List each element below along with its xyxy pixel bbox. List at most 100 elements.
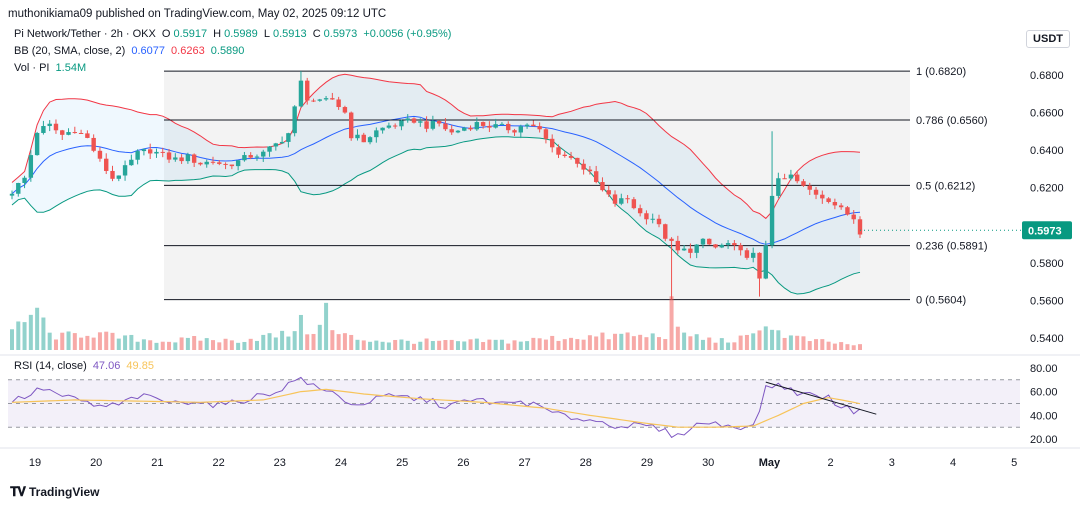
volume-bar xyxy=(66,331,71,350)
candle-body xyxy=(443,123,448,130)
volume-bar xyxy=(192,336,197,350)
volume-bar xyxy=(814,339,819,350)
bollinger-mid-line xyxy=(11,115,861,245)
volume-bar xyxy=(349,334,354,350)
volume-bar xyxy=(751,333,756,350)
volume-bar xyxy=(41,317,46,350)
candle-body xyxy=(650,218,655,220)
volume-bar xyxy=(129,334,134,350)
volume-bar xyxy=(512,340,517,350)
candle-body xyxy=(279,141,285,144)
rsi-value: 47.06 xyxy=(92,360,121,372)
volume-bar xyxy=(682,332,687,350)
candle-body xyxy=(763,245,768,279)
volume-bar xyxy=(481,342,486,350)
volume-bar xyxy=(242,341,247,350)
candle-body xyxy=(518,126,523,133)
volume-bar xyxy=(261,334,266,350)
candle-body xyxy=(305,80,310,101)
volume-bar xyxy=(361,340,366,350)
candle-body xyxy=(637,208,643,214)
volume-bar xyxy=(832,343,837,350)
candle-body xyxy=(851,214,856,220)
volume-bar xyxy=(600,332,605,350)
volume-bar xyxy=(719,338,724,350)
rsi-label: RSI (14, close) xyxy=(14,360,87,372)
candle-body xyxy=(60,130,65,135)
volume-bar xyxy=(16,321,21,350)
candle-body xyxy=(411,118,417,123)
volume-bar xyxy=(91,337,96,350)
candle-body xyxy=(656,218,662,225)
candle-body xyxy=(725,243,731,245)
candle-body xyxy=(663,224,668,239)
candle-body xyxy=(235,160,241,167)
volume-bar xyxy=(606,339,611,350)
tradingview-logo: 𝐓𝐕 TradingView xyxy=(10,484,99,500)
candle-body xyxy=(185,154,191,162)
volume-bar xyxy=(550,335,555,350)
candle-body xyxy=(644,213,649,220)
volume-bar xyxy=(782,337,787,350)
volume-bar xyxy=(399,339,404,350)
volume-bar xyxy=(53,339,58,350)
rsi-trendline xyxy=(765,381,877,415)
volume-bar xyxy=(569,337,574,350)
volume-bar xyxy=(499,339,504,350)
brand-name: TradingView xyxy=(29,485,100,499)
volume-bar xyxy=(795,335,800,350)
last-price-tag xyxy=(1022,221,1072,240)
volume-bar xyxy=(663,339,668,350)
time-tick-label: 28 xyxy=(580,457,592,469)
price-tick-label: 0.6600 xyxy=(1030,107,1064,119)
candle-body xyxy=(248,155,253,158)
candle-body xyxy=(499,123,505,125)
candle-body xyxy=(78,132,84,134)
bollinger-upper-line xyxy=(11,73,861,220)
volume-bar xyxy=(412,343,417,350)
volume-bar xyxy=(217,342,222,350)
candle-body xyxy=(757,252,762,279)
volume-bar xyxy=(248,338,253,350)
volume-bar xyxy=(619,333,624,350)
close-label: C xyxy=(312,28,321,40)
bb-lower-value: 0.5890 xyxy=(210,45,245,57)
time-tick-label: 26 xyxy=(457,457,469,469)
candle-body xyxy=(298,80,304,107)
volume-bar xyxy=(669,296,674,350)
candle-body xyxy=(374,130,379,138)
time-tick-label: May xyxy=(759,457,781,469)
volume-bar xyxy=(305,334,310,350)
candle-body xyxy=(323,98,329,100)
rsi-tick-label: 20.00 xyxy=(1030,434,1058,446)
volume-bar xyxy=(324,302,329,350)
time-tick-label: 3 xyxy=(889,457,895,469)
time-tick-label: 27 xyxy=(518,457,530,469)
volume-bar xyxy=(543,339,548,350)
volume-bar xyxy=(110,332,115,350)
candle-body xyxy=(788,174,794,179)
candle-body xyxy=(28,155,34,178)
price-tick-label: 0.5400 xyxy=(1030,333,1064,345)
candle-body xyxy=(330,98,335,100)
currency-button[interactable]: USDT xyxy=(1026,30,1070,48)
publisher-header: muthonikiama09 published on TradingView.… xyxy=(8,8,387,20)
volume-bar xyxy=(393,339,398,350)
candle-body xyxy=(41,126,46,133)
volume-bar xyxy=(229,340,234,350)
candle-body xyxy=(449,129,454,133)
candle-body xyxy=(317,99,322,101)
candle-body xyxy=(487,125,492,128)
candle-body xyxy=(700,238,706,245)
candle-body xyxy=(593,171,599,183)
candle-body xyxy=(361,134,366,143)
volume-bar xyxy=(788,335,793,350)
fib-level-label: 0.236 (0.5891) xyxy=(916,241,988,253)
time-tick-label: 4 xyxy=(950,457,956,469)
volume-bar xyxy=(556,340,561,350)
volume-bar xyxy=(236,342,241,350)
candle-body xyxy=(85,133,90,138)
volume-bar xyxy=(518,341,523,350)
rsi-line xyxy=(11,376,861,439)
